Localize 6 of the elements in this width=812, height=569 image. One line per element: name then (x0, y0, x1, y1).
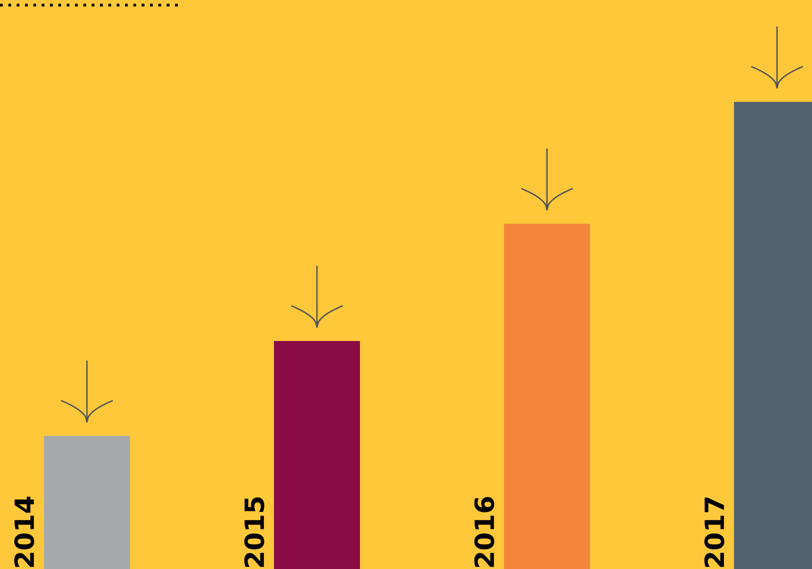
bar (274, 341, 360, 569)
x-tick-label: 2017 (704, 498, 724, 567)
x-tick-label: 2015 (244, 497, 264, 567)
bar (44, 436, 130, 569)
x-tick-label: 2016 (474, 496, 494, 567)
x-tick-label: 2014 (14, 496, 34, 567)
